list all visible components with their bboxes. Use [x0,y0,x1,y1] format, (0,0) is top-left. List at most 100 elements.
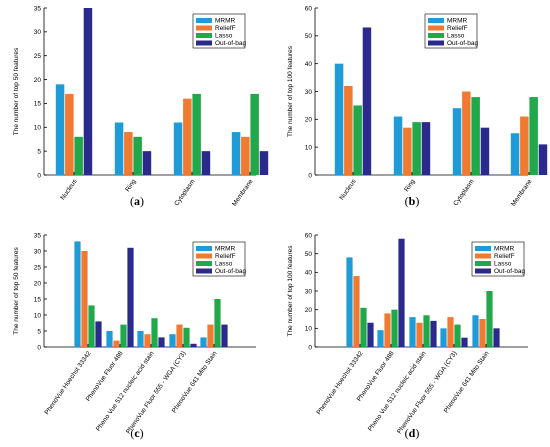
bar-out-of-bag-membrane [538,144,548,175]
legend-swatch-mrmr [196,18,212,23]
y-tick-label: 0 [308,172,312,179]
bar-relieff-phenovue-fluor-488 [384,313,391,347]
legend-label-lasso: Lasso [215,261,233,268]
bar-out-of-bag-cytoplasm [480,127,490,175]
y-tick-label: 10 [34,125,42,132]
bar-lasso-nucleus [353,105,362,175]
bar-out-of-bag-phenovue-641-mito-stain [493,328,500,347]
bar-relieff-membrane [520,116,529,175]
bar-lasso-phenovue-fluor-555-wga-cy3 [183,327,190,347]
bar-mrmr-phenovue-hoechst-33342 [346,257,353,347]
x-tick-label-phenovue-fluor-555-wga-cy3: PhenoVue Fluor 555 - WGA (CY3) [125,350,188,435]
legend-swatch-relieff [196,25,212,31]
legend-label-mrmr: MRMR [494,246,515,253]
legend-swatch-relieff [428,25,444,31]
bar-lasso-pheno-vue-512-nucleic-acid-stain [423,315,430,347]
bar-relieff-cytoplasm [462,91,471,175]
bar-out-of-bag-pheno-vue-512-nucleic-acid-stain [430,320,437,347]
x-tick-label-ring: Ring [124,178,138,193]
chart-panel-3: 0 5 10 15 20 25 30 35 The number of top 50 featu… [13,232,256,440]
chart-panel-1: 0 5 10 15 20 25 30 35 The number of top 50 featu… [13,5,269,208]
y-tick-label: 0 [308,344,312,351]
bar-mrmr-phenovue-fluor-555-wga-cy3 [440,328,447,347]
legend-swatch-out-of-bag [428,40,444,46]
bar-lasso-membrane [250,93,259,175]
bar-out-of-bag-nucleus [362,27,372,175]
bar-out-of-bag-phenovue-hoechst-33342 [95,321,102,347]
panel-label: (b) [405,194,420,208]
y-tick-label: 50 [305,251,313,258]
legend-label-lasso: Lasso [494,261,512,268]
bar-relieff-phenovue-fluor-555-wga-cy3 [176,324,183,347]
bar-lasso-cytoplasm [471,97,480,175]
y-tick-label: 10 [305,144,313,151]
y-tick-label: 25 [34,53,42,60]
panel-label: (c) [130,426,143,440]
y-tick-label: 35 [34,232,42,239]
bar-mrmr-phenovue-fluor-488 [106,331,113,347]
bar-relieff-pheno-vue-512-nucleic-acid-stain [416,322,423,347]
legend-swatch-lasso [475,261,491,266]
y-tick-label: 0 [37,344,41,351]
legend-label-mrmr: MRMR [215,18,236,25]
bar-mrmr-cytoplasm [452,108,462,175]
bar-relieff-pheno-vue-512-nucleic-acid-stain [144,334,151,347]
bar-out-of-bag-ring [421,122,431,175]
bar-mrmr-pheno-vue-512-nucleic-acid-stain [137,331,144,347]
legend-swatch-lasso [196,33,212,38]
y-tick-label: 60 [305,232,313,239]
bar-mrmr-ring [393,116,403,175]
y-tick-label: 10 [305,326,313,333]
y-tick-label: 50 [305,33,313,40]
bar-lasso-ring [133,136,142,175]
panel-label: (a) [130,194,144,208]
bar-lasso-ring [412,122,421,175]
x-tick-label-pheno-vue-512-nucleic-acid-stain: Pheno Vue 512 nucleic acid stain [367,350,428,433]
bar-out-of-bag-phenovue-641-mito-stain [221,324,228,347]
legend-swatch-mrmr [475,246,491,251]
legend-label-mrmr: MRMR [447,18,468,25]
legend-label-mrmr: MRMR [215,246,236,253]
bar-out-of-bag-cytoplasm [201,151,211,175]
panel-label: (d) [405,426,420,440]
y-axis-label: The number of top 50 features [13,47,20,135]
bar-out-of-bag-phenovue-fluor-488 [127,247,134,347]
legend-swatch-lasso [428,33,444,38]
y-tick-label: 5 [37,328,41,335]
x-tick-label-membrane: Membrane [510,178,534,208]
bar-lasso-phenovue-hoechst-33342 [88,305,95,347]
bar-relieff-ring [403,127,412,175]
y-tick-label: 40 [305,61,313,68]
bar-lasso-phenovue-641-mito-stain [214,299,221,347]
legend-label-relieff: ReliefF [215,253,236,260]
legend-swatch-out-of-bag [196,268,212,274]
y-tick-label: 0 [37,172,41,179]
y-tick-label: 5 [37,148,41,155]
legend-label-relieff: ReliefF [494,253,515,260]
bar-relieff-membrane [241,136,250,175]
y-axis-label: The number of top 50 features [13,247,20,335]
bar-relieff-nucleus [344,85,353,175]
chart-panel-4: 0 10 20 30 40 50 60 The number of top 100 featu… [287,232,528,440]
legend-swatch-lasso [196,261,212,266]
y-tick-label: 15 [34,296,42,303]
legend-label-relieff: ReliefF [215,25,236,32]
y-tick-label: 20 [34,280,42,287]
bar-mrmr-cytoplasm [173,122,183,175]
x-tick-label-cytoplasm: Cytoplasm [173,178,196,207]
bar-lasso-phenovue-fluor-555-wga-cy3 [454,324,461,347]
bar-mrmr-nucleus [55,84,65,175]
x-tick-label-nucleus: Nucleus [338,178,358,202]
y-tick-label: 30 [305,288,313,295]
bar-mrmr-phenovue-641-mito-stain [472,315,479,347]
legend-label-out-of-bag: Out-of-bag [215,40,246,47]
bar-mrmr-pheno-vue-512-nucleic-acid-stain [409,317,416,347]
bar-mrmr-phenovue-641-mito-stain [200,337,207,347]
bar-mrmr-membrane [510,133,520,175]
bar-lasso-phenovue-641-mito-stain [486,291,493,347]
bar-relieff-phenovue-hoechst-33342 [81,251,88,347]
bar-relieff-phenovue-641-mito-stain [479,319,486,347]
y-tick-label: 35 [34,5,42,12]
y-tick-label: 20 [34,77,42,84]
